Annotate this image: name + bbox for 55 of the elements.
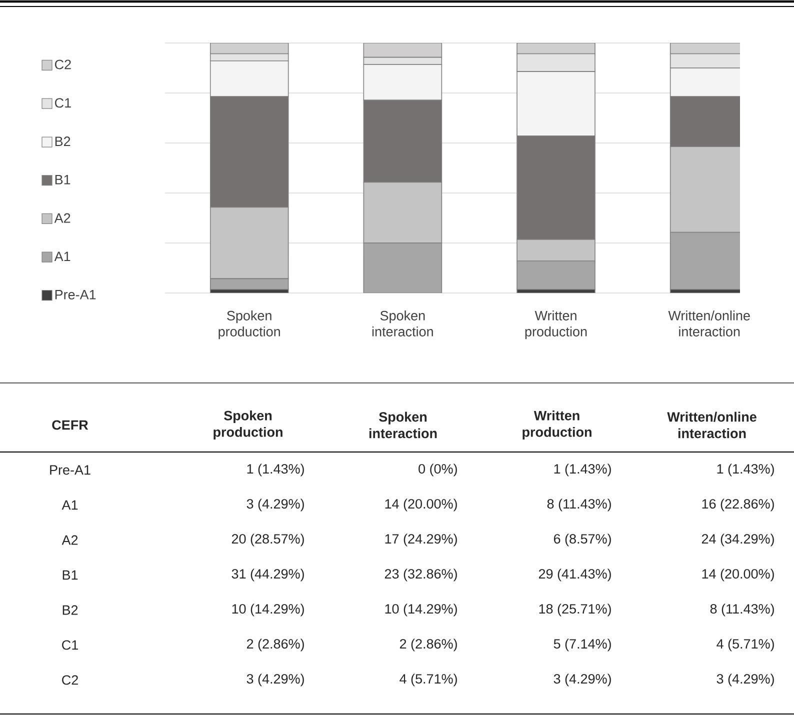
data-label: 0 (0%): [418, 464, 457, 476]
legend-label: A2: [54, 213, 70, 223]
data-label: 2 (2.86%): [246, 638, 304, 652]
data-label: 3 (4.29%): [246, 674, 304, 686]
bar: [363, 100, 442, 183]
text: A1: [62, 500, 78, 510]
data-label: 4 (5.71%): [716, 638, 774, 652]
data-label: 8 (11.43%): [547, 498, 611, 512]
data-label: 14 (20.00%): [385, 498, 457, 512]
x-tick-label: Spoken interaction: [372, 310, 433, 336]
legend-label: B1: [55, 174, 70, 184]
data-label: 17 (24.29%): [385, 534, 457, 546]
text: C1: [62, 640, 78, 650]
data-label: 1 (1.43%): [247, 464, 304, 476]
text: CEFR: [52, 420, 88, 430]
data-label: 18 (25.71%): [539, 604, 611, 616]
x-tick-label: Written/online interaction: [668, 310, 750, 336]
data-label: 3 (4.29%): [554, 674, 611, 686]
legend-label: C1: [54, 98, 71, 108]
data-label: 20 (28.57%): [232, 534, 304, 546]
data-label: 10 (14.29%): [232, 604, 304, 616]
legend-label: A1: [54, 252, 70, 261]
data-label: 24 (34.29%): [702, 534, 774, 546]
text: B2: [62, 605, 78, 615]
legend-label: C2: [54, 60, 71, 70]
legend-label: Pre-A1: [55, 290, 96, 300]
data-label: 14 (20.00%): [702, 568, 774, 582]
data-label: 10 (14.29%): [385, 604, 457, 616]
data-label: 29 (41.43%): [538, 568, 611, 582]
bar: [363, 182, 442, 244]
data-label: 5 (7.14%): [554, 638, 611, 652]
x-tick-label: Spoken production: [218, 310, 280, 340]
data-label: 3 (4.29%): [246, 498, 304, 512]
text: C2: [62, 675, 78, 685]
data-label: 2 (2.86%): [400, 638, 457, 652]
data-label: 3 (4.29%): [716, 674, 774, 686]
bar: [210, 206, 289, 280]
data-label: 8 (11.43%): [710, 604, 774, 616]
category-label: Spoken production: [214, 410, 282, 440]
legend-label: B2: [55, 136, 70, 146]
data-label: 6 (8.57%): [554, 534, 611, 546]
text: A2: [62, 535, 78, 545]
x-tick-label: Written production: [525, 310, 587, 340]
data-label: 31 (44.29%): [232, 568, 304, 582]
text: Pre-A1: [50, 465, 90, 475]
data-label: 4 (5.71%): [400, 674, 457, 686]
category-label: Written/online interaction: [667, 412, 756, 438]
data-label: 23 (32.86%): [384, 568, 457, 582]
data-label: 16 (22.86%): [702, 498, 774, 512]
data-label: 1 (1.43%): [717, 464, 774, 476]
category-label: Written production: [522, 410, 592, 440]
text: B1: [62, 570, 78, 580]
category-label: Spoken interaction: [369, 412, 437, 438]
bar: [210, 96, 289, 208]
data-label: 1 (1.43%): [554, 464, 611, 476]
